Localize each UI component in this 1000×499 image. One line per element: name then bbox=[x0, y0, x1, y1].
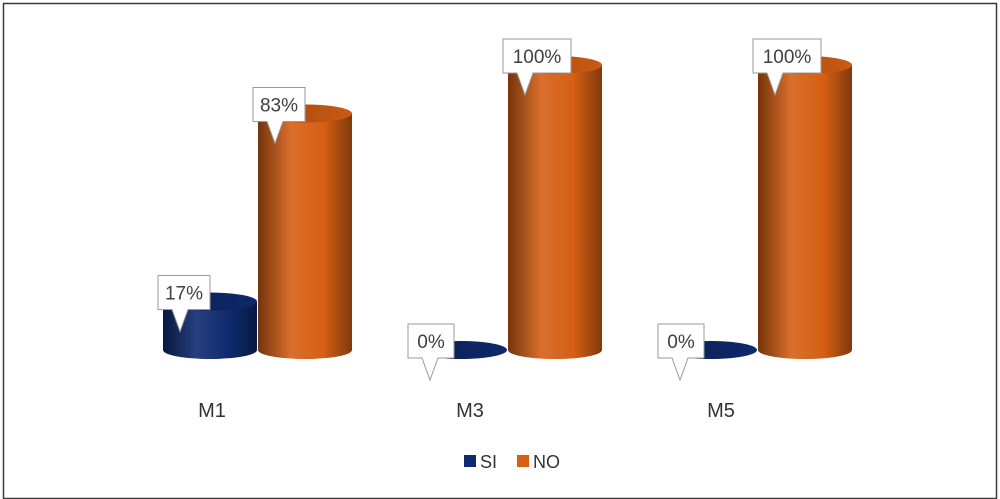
data-label: 100% bbox=[513, 47, 562, 68]
legend-swatch-si bbox=[464, 455, 476, 467]
x-tick-label: M1 bbox=[198, 400, 226, 422]
data-label: 0% bbox=[417, 332, 445, 353]
data-label: 100% bbox=[763, 47, 812, 68]
data-label-callout: 100% bbox=[502, 38, 572, 97]
data-label-callout: 17% bbox=[157, 275, 211, 334]
data-label: 17% bbox=[165, 284, 203, 305]
legend-label-no: NO bbox=[533, 452, 560, 472]
x-tick-label: M5 bbox=[707, 400, 735, 422]
chart-legend: SI NO bbox=[464, 452, 560, 472]
data-label-callout: 0% bbox=[657, 323, 705, 382]
data-label-callout: 83% bbox=[252, 86, 306, 145]
data-label: 0% bbox=[667, 332, 695, 353]
data-label-callout: 100% bbox=[752, 38, 822, 97]
bar-no-m5 bbox=[758, 56, 852, 359]
bars-layer bbox=[163, 56, 852, 359]
x-axis-ticks: M1 M3 M5 bbox=[198, 400, 735, 422]
data-label-callout: 0% bbox=[407, 323, 455, 382]
legend-swatch-no bbox=[517, 455, 529, 467]
data-label: 83% bbox=[260, 95, 298, 116]
bar-no-m1 bbox=[258, 104, 352, 359]
legend-label-si: SI bbox=[480, 452, 497, 472]
bar-no-m3 bbox=[508, 56, 602, 359]
x-tick-label: M3 bbox=[456, 400, 484, 422]
data-labels-layer: 17% 83% 0% 100% 0% 100% bbox=[157, 38, 822, 382]
